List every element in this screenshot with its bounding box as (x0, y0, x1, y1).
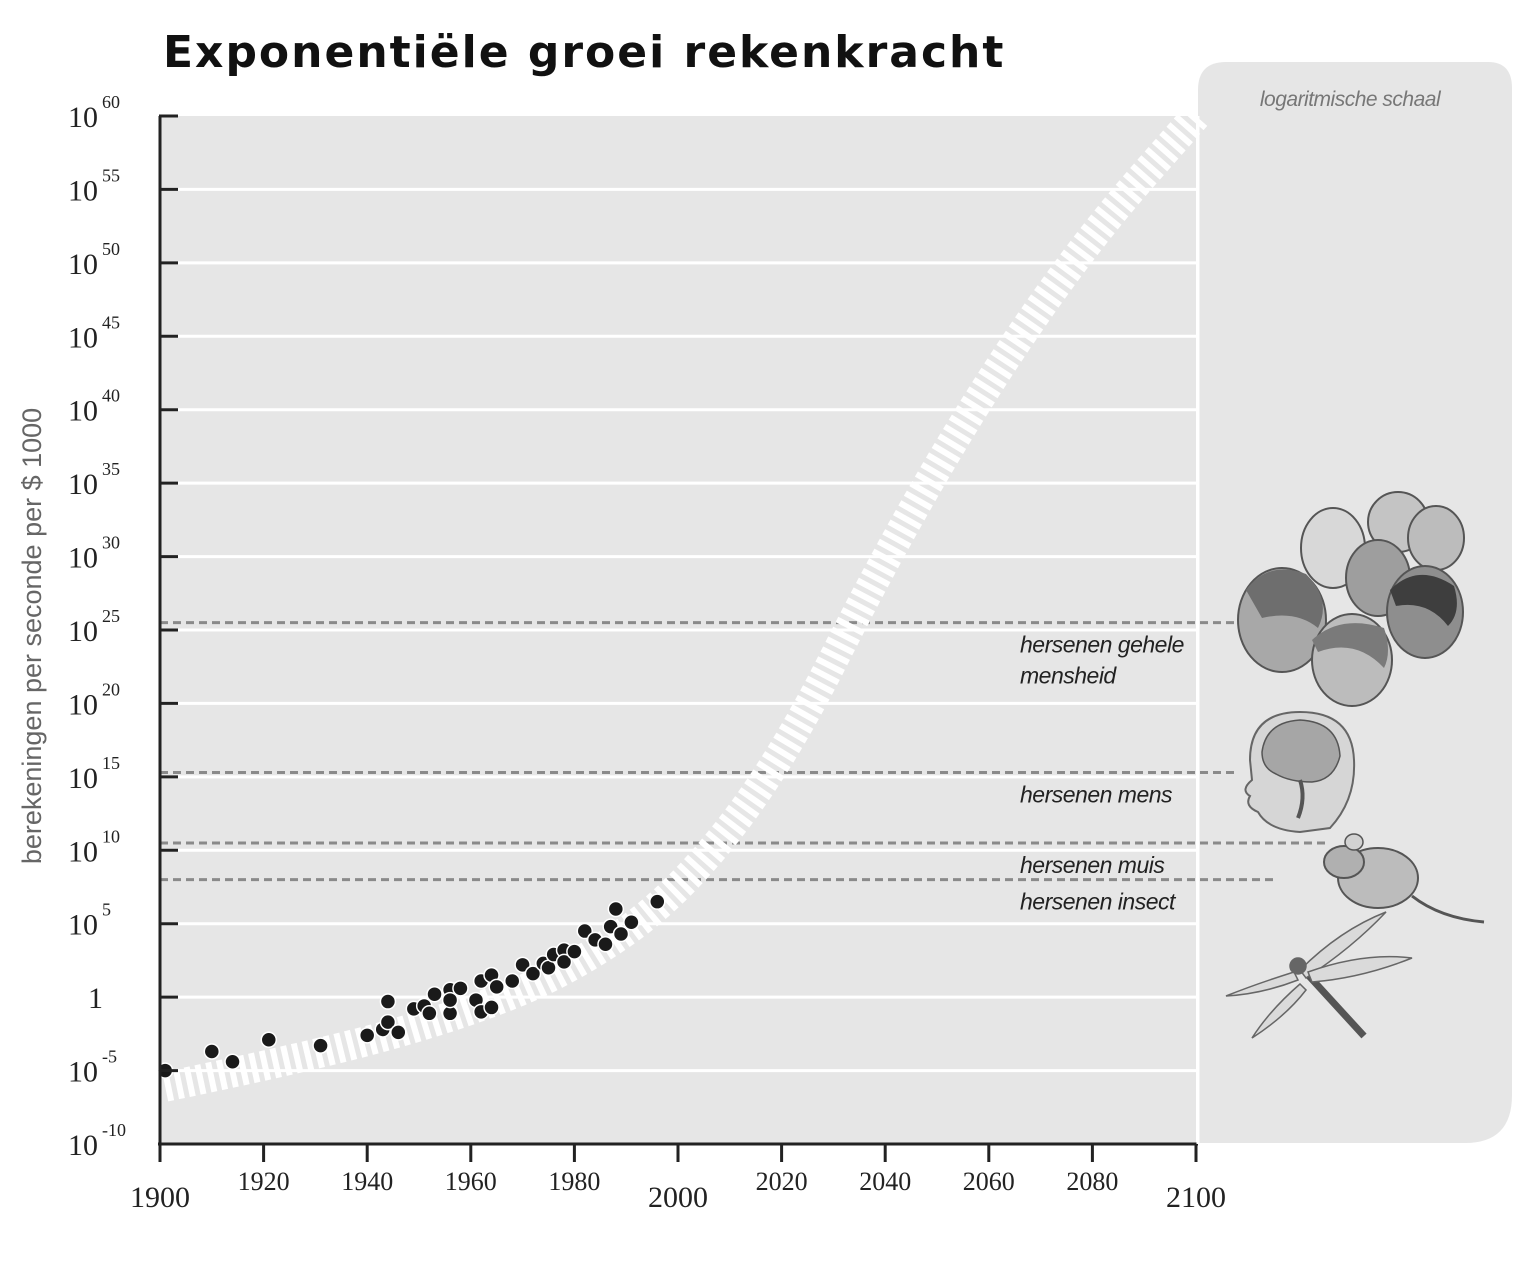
y-tick-exponent: 45 (102, 312, 120, 332)
y-tick-exponent: 60 (102, 92, 120, 112)
gridlines (160, 187, 1196, 1073)
x-tick-label: 2100 (1166, 1181, 1226, 1214)
y-tick-exponent: 10 (102, 826, 120, 846)
y-tick-exponent: 25 (102, 606, 120, 626)
annotation-label: hersenen mens (1020, 781, 1173, 807)
y-tick-label: 10 (68, 615, 98, 648)
x-tick-label: 1920 (238, 1167, 290, 1196)
data-point (452, 980, 469, 997)
faces-icon (1237, 491, 1465, 707)
y-axis-label: berekeningen per seconde per $ 1000 (17, 408, 47, 864)
data-point (576, 922, 594, 940)
trend-band-line (162, 106, 1208, 1102)
y-tick-label: 10 (68, 835, 98, 868)
data-point (514, 956, 531, 974)
y-tick-exponent: 50 (102, 239, 120, 259)
x-tick-label: 2080 (1066, 1167, 1118, 1196)
data-point (612, 925, 630, 943)
annotation-label: mensheid (1020, 663, 1117, 689)
x-tick-label: 1940 (341, 1167, 393, 1196)
data-point (555, 953, 573, 971)
y-tick-label: 10 (68, 174, 98, 207)
y-tick-label: 10 (68, 1056, 98, 1089)
x-tick-label: 2020 (756, 1167, 808, 1196)
x-tick-label: 1960 (445, 1167, 497, 1196)
data-point (379, 1013, 397, 1031)
y-tick-exponent: 20 (102, 679, 120, 699)
data-point (503, 972, 521, 990)
y-tick-exponent: 55 (102, 165, 120, 185)
reference-lines (160, 621, 1328, 882)
y-tick-exponent: 30 (102, 533, 120, 553)
data-point (421, 1005, 438, 1022)
data-point (597, 936, 614, 953)
x-ticks: 1900 1920 1940 1960 1980 2000 2020 2040 2060 2080… (130, 1144, 1226, 1214)
y-tick-label: 10 (68, 101, 98, 134)
data-point (426, 985, 443, 1003)
dragonfly-icon (1225, 911, 1413, 1039)
data-point (390, 1024, 407, 1041)
trend-band (162, 106, 1208, 1102)
y-tick-label: 1 (88, 982, 103, 1015)
annotation-label: hersenen gehele (1020, 632, 1184, 658)
x-tick-label: 2000 (648, 1181, 708, 1214)
y-tick-exponent: 5 (102, 900, 111, 920)
y-tick-label: 10 (68, 909, 98, 942)
mouse-icon (1323, 833, 1485, 924)
data-point (607, 900, 625, 918)
y-tick-exponent: 15 (102, 753, 120, 773)
data-point (312, 1037, 329, 1054)
data-point (224, 1053, 241, 1071)
data-points (156, 893, 666, 1079)
data-point (524, 965, 542, 982)
data-point (649, 893, 666, 910)
data-point (483, 999, 500, 1016)
annotation-label: hersenen insect (1020, 889, 1177, 915)
y-tick-label: 10 (68, 395, 98, 428)
brain-head-icon (1244, 710, 1356, 834)
y-tick-exponent: -10 (102, 1120, 126, 1140)
data-point (203, 1043, 221, 1060)
y-tick-exponent: -5 (102, 1047, 117, 1067)
data-point (379, 993, 397, 1010)
data-point (623, 913, 640, 931)
annotation-label: hersenen muis (1020, 852, 1165, 878)
data-point (488, 978, 505, 996)
y-tick-exponent: 35 (102, 459, 120, 479)
y-tick-label: 10 (68, 248, 98, 281)
x-tick-label: 2040 (859, 1167, 911, 1196)
x-tick-label: 1980 (548, 1167, 600, 1196)
data-point (566, 943, 583, 960)
chart-title: Exponentiële groei rekenkracht (163, 27, 1005, 78)
y-tick-label: 10 (68, 1129, 98, 1162)
y-tick-label: 10 (68, 688, 98, 721)
y-tick-exponent: 40 (102, 386, 120, 406)
y-tick-label: 10 (68, 468, 98, 501)
data-point (441, 991, 459, 1009)
y-tick-label: 10 (68, 542, 98, 575)
data-point (358, 1027, 376, 1044)
data-point (260, 1031, 278, 1048)
x-tick-label: 2060 (963, 1167, 1015, 1196)
y-tick-label: 10 (68, 762, 98, 795)
scale-note: logaritmische schaal (1260, 88, 1442, 111)
x-tick-label: 1900 (130, 1181, 190, 1214)
annotations: hersenen gehele mensheid hersenen mens hers… (1020, 632, 1184, 915)
y-tick-label: 10 (68, 321, 98, 354)
